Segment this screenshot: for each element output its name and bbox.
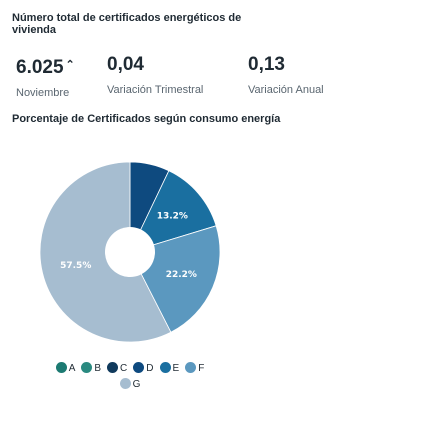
pie-data-label: 22.2% xyxy=(166,270,197,280)
kpi-label: Variación Anual xyxy=(248,84,324,96)
pie-data-label: 57.5% xyxy=(60,261,91,271)
kpi-value: 6.025 ⌃ xyxy=(16,55,75,78)
legend-item-b[interactable]: B xyxy=(81,361,101,377)
legend-item-g[interactable]: G xyxy=(119,377,141,393)
legend-label: F xyxy=(198,363,205,374)
legend-swatch xyxy=(55,362,67,373)
legend-swatch xyxy=(133,362,145,373)
pie-slice-e[interactable] xyxy=(129,170,217,253)
donut-hole xyxy=(105,227,155,277)
kpi-annual-variation: 0,13 Variación Anual xyxy=(248,54,324,97)
legend-swatch xyxy=(107,362,119,373)
legend-swatch xyxy=(119,378,131,389)
legend-label: E xyxy=(172,363,180,374)
legend-item-f[interactable]: F xyxy=(185,361,204,377)
legend-item-a[interactable]: A xyxy=(55,361,76,377)
kpi-label: Noviembre xyxy=(16,87,70,99)
chart-title: Porcentaje de Certificados según consumo… xyxy=(12,113,281,125)
kpi-label: Variación Trimestral xyxy=(107,84,204,96)
kpi-value: 0,04 xyxy=(107,54,144,75)
kpi-section-title: Número total de certificados energéticos… xyxy=(12,12,242,36)
kpi-value: 0,13 xyxy=(248,54,285,75)
kpi-certificates-total: 6.025 ⌃ Noviembre xyxy=(16,55,75,100)
legend-label: B xyxy=(94,363,102,374)
legend-label: D xyxy=(146,363,154,374)
pie-data-label: 13.2% xyxy=(157,212,188,222)
kpi-value-text: 6.025 xyxy=(16,57,64,78)
legend-label: A xyxy=(68,363,76,374)
legend-item-d[interactable]: D xyxy=(133,361,154,377)
legend-swatch xyxy=(81,362,93,373)
legend-item-e[interactable]: E xyxy=(159,361,180,377)
chart-legend: A B C D E F G xyxy=(0,361,260,393)
legend-label: C xyxy=(120,363,128,374)
kpi-quarterly-variation: 0,04 Variación Trimestral xyxy=(107,54,204,97)
legend-swatch xyxy=(185,362,197,373)
legend-label: G xyxy=(132,379,141,390)
legend-item-c[interactable]: C xyxy=(107,361,127,377)
arrow-up-icon: ⌃ xyxy=(65,59,75,71)
energy-pie-chart: 13.2% 22.2% 57.5% xyxy=(39,161,221,343)
legend-swatch xyxy=(159,362,171,373)
